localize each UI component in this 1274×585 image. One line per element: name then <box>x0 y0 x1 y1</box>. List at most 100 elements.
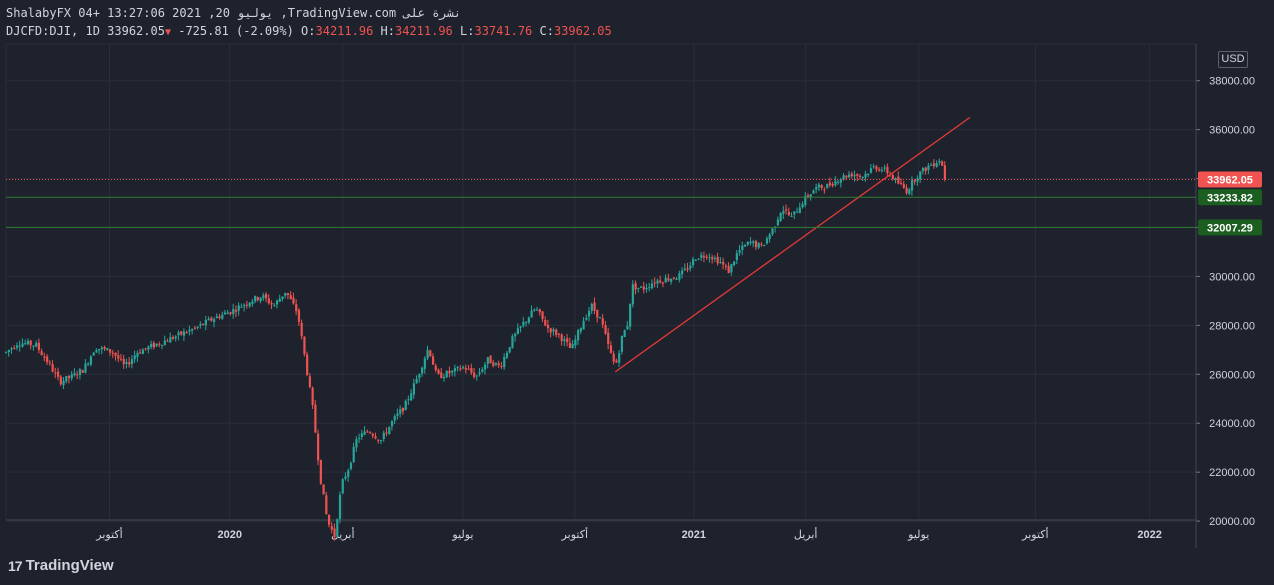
candle-body <box>620 335 624 352</box>
candle-body <box>295 304 298 312</box>
open-label: O: <box>301 24 316 38</box>
candle-body <box>382 432 385 440</box>
candle-body <box>358 437 361 439</box>
candle-body <box>193 327 197 329</box>
tradingview-logo[interactable]: 17 TradingView <box>8 557 114 574</box>
candle-body <box>941 161 944 166</box>
candle-body <box>612 353 615 362</box>
candle-body <box>5 351 8 353</box>
candle-body <box>932 163 936 166</box>
candle-body <box>26 340 30 345</box>
candle-body <box>809 194 812 198</box>
candle-body <box>199 324 202 326</box>
candle-body <box>609 345 613 353</box>
candle-body <box>815 186 818 190</box>
candle-body <box>875 166 878 170</box>
candle-body <box>653 282 656 284</box>
candle-body <box>494 362 498 365</box>
candle-body <box>281 296 284 300</box>
candle-body <box>716 256 719 264</box>
candle-body <box>7 349 10 353</box>
candle-body <box>35 343 38 347</box>
candle-body <box>360 433 364 437</box>
candle-body <box>571 343 574 349</box>
candle-body <box>152 342 155 348</box>
candle-body <box>639 286 643 288</box>
candle-body <box>618 353 621 363</box>
candle-body <box>410 393 413 401</box>
candle-body <box>831 184 834 186</box>
plot-area[interactable] <box>5 43 1197 521</box>
candle-body <box>158 343 161 345</box>
currency-button[interactable]: USD <box>1218 51 1248 68</box>
candle-body <box>899 182 903 184</box>
candle-body <box>333 528 336 538</box>
candle-body <box>823 189 826 191</box>
symbol-label[interactable]: DJCFD:DJI, 1D 33962.05 <box>6 24 165 38</box>
high-value: 34211.96 <box>394 24 453 38</box>
candle-body <box>174 336 177 339</box>
candle-body <box>880 169 884 171</box>
chart-header-line1: ShalabyFX 04+ 13:27:06 2021 ,20 يوليو ,T… <box>6 6 462 20</box>
down-arrow-icon: ▼ <box>164 27 171 38</box>
candle-body <box>379 440 383 442</box>
candle-body <box>70 374 73 379</box>
candle-body <box>577 330 580 341</box>
candle-body <box>421 367 424 374</box>
candle-body <box>500 366 503 368</box>
candle-body <box>415 378 418 384</box>
candle-body <box>130 359 134 365</box>
candle-body <box>18 345 21 347</box>
candle-body <box>95 350 98 353</box>
candle-body <box>226 312 229 315</box>
candle-body <box>544 320 547 326</box>
x-tick-label: أكتوبر <box>1021 527 1048 541</box>
candle-body <box>46 356 49 363</box>
candle-body <box>223 312 227 315</box>
candle-body <box>861 177 864 179</box>
candle-body <box>552 329 555 332</box>
candle-body <box>878 169 881 171</box>
candle-body <box>615 360 618 363</box>
candle-body <box>103 347 106 350</box>
candle-body <box>451 370 454 373</box>
candle-body <box>757 243 760 248</box>
candle-body <box>262 295 265 299</box>
candle-body <box>722 262 725 265</box>
candle-body <box>234 309 238 312</box>
candle-body <box>32 345 35 347</box>
candle-body <box>259 297 262 302</box>
candle-body <box>724 265 728 267</box>
candle-body <box>191 329 194 331</box>
candle-body <box>456 366 459 368</box>
candle-body <box>473 372 476 378</box>
candle-body <box>919 171 922 180</box>
candle-body <box>161 344 164 346</box>
x-tick-label: أبريل <box>794 527 818 541</box>
candle-body <box>864 173 867 178</box>
candle-body <box>700 254 703 258</box>
candle-body <box>574 339 577 346</box>
x-tick-label: أكتوبر <box>95 527 122 541</box>
candle-body <box>396 413 399 416</box>
candle-body <box>13 347 16 349</box>
candle-body <box>136 352 139 357</box>
candle-body <box>177 332 180 336</box>
candle-body <box>905 187 908 194</box>
candle-body <box>930 164 933 166</box>
candle-body <box>869 168 873 173</box>
candle-body <box>505 352 509 358</box>
candle-body <box>623 330 626 337</box>
candle-body <box>139 352 142 354</box>
candle-body <box>568 343 572 349</box>
candle-body <box>656 280 659 284</box>
candle-body <box>401 407 405 412</box>
x-tick-label: 2020 <box>217 529 241 541</box>
trend-line[interactable] <box>614 116 971 373</box>
candle-body <box>637 287 640 289</box>
candle-body <box>188 329 191 332</box>
candle-body <box>563 339 566 342</box>
candle-body <box>897 176 900 184</box>
candle-body <box>519 326 522 328</box>
